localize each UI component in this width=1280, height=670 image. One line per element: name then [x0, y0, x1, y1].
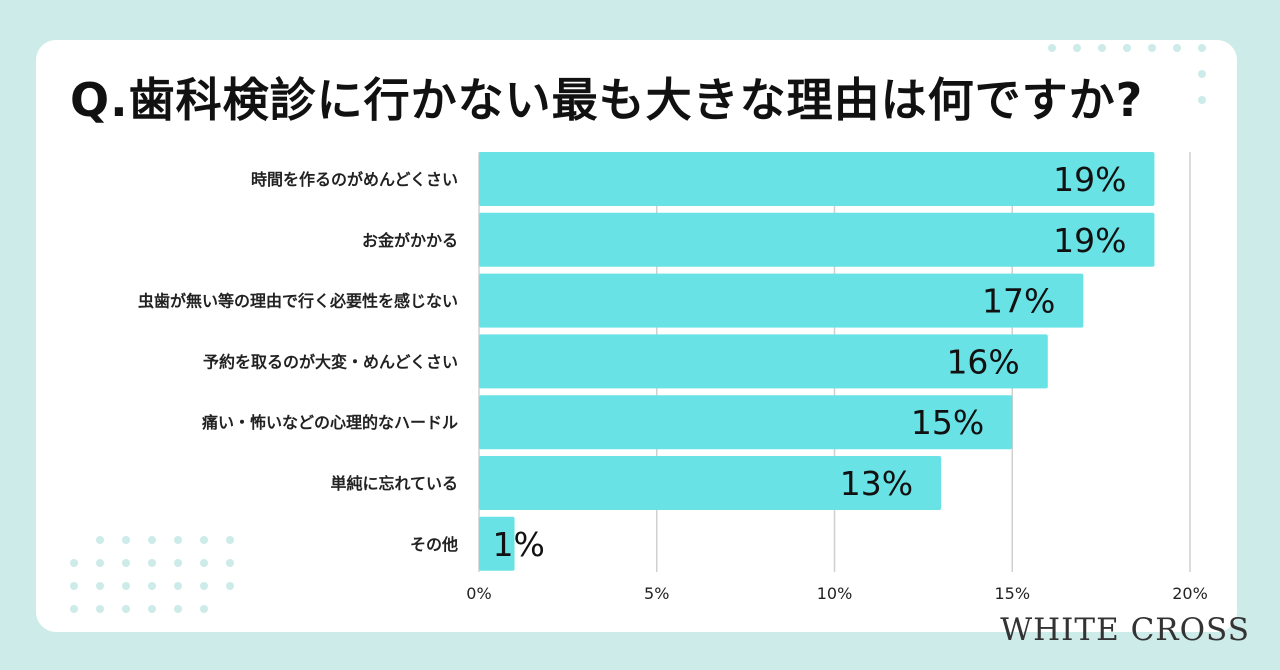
decorative-dot — [200, 605, 208, 613]
bar — [479, 152, 1155, 206]
data-label: 17% — [982, 282, 1055, 321]
category-label: その他 — [410, 535, 458, 554]
bar — [479, 516, 515, 571]
decorative-dot — [148, 605, 156, 613]
decorative-dot — [122, 582, 130, 590]
bar — [479, 334, 1048, 389]
data-label: 19% — [1053, 221, 1126, 260]
category-label: 痛い・怖いなどの心理的なハードル — [201, 413, 458, 432]
decorative-dot — [1198, 96, 1206, 104]
decorative-dot — [174, 559, 182, 567]
decorative-dot — [174, 582, 182, 590]
decorative-dot — [174, 536, 182, 544]
data-label: 1% — [493, 525, 545, 564]
decorative-dot — [70, 605, 78, 613]
data-label: 15% — [911, 403, 984, 442]
decorative-dot — [122, 536, 130, 544]
decorative-dot — [148, 536, 156, 544]
x-tick-label: 5% — [644, 584, 669, 603]
decorative-dot — [96, 605, 104, 613]
decorative-dot — [200, 536, 208, 544]
data-label: 13% — [840, 464, 913, 503]
x-tick-label: 20% — [1172, 584, 1208, 603]
decorative-dot — [1098, 44, 1106, 52]
brand-logo: WHITE CROSS — [1000, 612, 1250, 648]
category-label: 時間を作るのがめんどくさい — [251, 170, 458, 189]
decorative-dot — [174, 605, 182, 613]
decorative-dot — [148, 582, 156, 590]
x-tick-label: 15% — [994, 584, 1030, 603]
decorative-dot — [122, 559, 130, 567]
bar — [479, 456, 942, 510]
category-label: 予約を取るのが大変・めんどくさい — [203, 352, 458, 371]
decorative-dot — [226, 559, 234, 567]
data-label: 19% — [1053, 160, 1126, 199]
decorative-dot — [148, 559, 156, 567]
decorative-dot — [1048, 44, 1056, 52]
decorative-dot — [96, 559, 104, 567]
bar — [479, 395, 1013, 450]
decorative-dot — [70, 559, 78, 567]
decorative-dot — [1173, 44, 1181, 52]
decorative-dot — [1123, 44, 1131, 52]
decorative-dot — [1073, 44, 1081, 52]
decorative-dot — [70, 582, 78, 590]
decorative-dot — [1198, 44, 1206, 52]
x-tick-label: 10% — [817, 584, 853, 603]
decorative-dot — [96, 536, 104, 544]
decorative-dot — [226, 582, 234, 590]
decorative-dot — [1148, 44, 1156, 52]
decorative-dot — [200, 559, 208, 567]
decorative-dot — [96, 582, 104, 590]
decorative-dot — [226, 536, 234, 544]
category-label: 虫歯が無い等の理由で行く必要性を感じない — [138, 292, 458, 311]
category-label: お金がかかる — [362, 231, 458, 250]
bar — [479, 273, 1084, 328]
category-label: 単純に忘れている — [330, 474, 458, 493]
x-tick-label: 0% — [466, 584, 491, 603]
chart-title: Q.歯科検診に行かない最も大きな理由は何ですか? — [70, 73, 1144, 127]
decorative-dot — [200, 582, 208, 590]
bar — [479, 212, 1155, 267]
decorative-dot — [122, 605, 130, 613]
decorative-dot — [1198, 70, 1206, 78]
data-label: 16% — [946, 342, 1019, 381]
